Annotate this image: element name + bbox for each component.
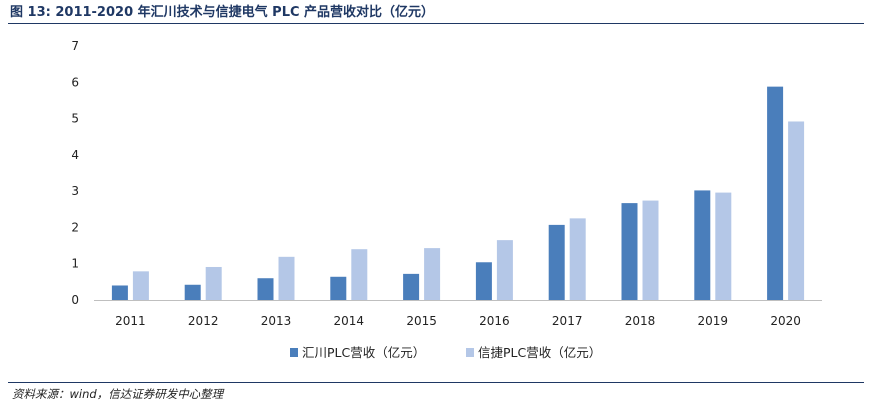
x-tick-label: 2020 <box>770 314 801 328</box>
bar-huichuan-2014 <box>330 276 347 300</box>
figure-label: 图 13: <box>10 5 51 20</box>
legend-label: 信捷PLC营收（亿元） <box>478 345 601 360</box>
source-note: 资料来源：wind，信达证券研发中心整理 <box>12 387 224 401</box>
bar-xinjie-2019 <box>715 192 732 300</box>
footer-rule <box>8 382 864 383</box>
chart-title: 图 13: 2011-2020 年汇川技术与信捷电气 PLC 产品营收对比（亿元… <box>10 3 434 23</box>
x-axis: 2011 2012 2013 2014 2015 2016 2017 2018 2019 2020 <box>115 314 801 328</box>
bar-huichuan-2011 <box>111 285 128 300</box>
bar-huichuan-2017 <box>548 224 565 300</box>
y-tick-label: 0 <box>71 293 79 307</box>
bar-xinjie-2015 <box>424 248 441 300</box>
x-tick-label: 2011 <box>115 314 146 328</box>
x-tick-label: 2018 <box>625 314 656 328</box>
x-tick-label: 2017 <box>552 314 583 328</box>
x-tick-label: 2016 <box>479 314 510 328</box>
x-tick-label: 2013 <box>261 314 292 328</box>
y-tick-label: 5 <box>71 112 79 126</box>
y-tick-label: 4 <box>71 148 79 162</box>
x-tick-label: 2019 <box>698 314 729 328</box>
bar-xinjie-2011 <box>132 271 149 300</box>
bar-huichuan-2013 <box>257 278 274 300</box>
legend: 汇川PLC营收（亿元） 信捷PLC营收（亿元） <box>290 345 601 360</box>
bar-xinjie-2018 <box>642 200 659 300</box>
y-tick-label: 2 <box>71 220 79 234</box>
legend-swatch <box>290 348 298 357</box>
title-rule <box>8 23 864 24</box>
bar-xinjie-2013 <box>278 256 295 300</box>
y-tick-label: 3 <box>71 184 79 198</box>
y-axis: 0 1 2 3 4 5 6 7 <box>71 39 79 307</box>
y-tick-label: 1 <box>71 257 79 271</box>
x-tick-label: 2015 <box>406 314 437 328</box>
figure-title: 2011-2020 年汇川技术与信捷电气 PLC 产品营收对比（亿元） <box>55 5 435 20</box>
legend-label: 汇川PLC营收（亿元） <box>302 345 425 360</box>
bar-huichuan-2018 <box>621 203 638 300</box>
bar-xinjie-2012 <box>205 266 222 300</box>
bar-huichuan-2016 <box>475 262 492 300</box>
bar-huichuan-2020 <box>767 86 784 300</box>
y-tick-label: 6 <box>71 75 79 89</box>
y-tick-label: 7 <box>71 39 79 53</box>
bar-huichuan-2012 <box>184 284 201 300</box>
bar-xinjie-2017 <box>569 218 586 300</box>
bar-xinjie-2020 <box>788 121 805 300</box>
bar-huichuan-2015 <box>403 273 420 300</box>
bar-xinjie-2014 <box>351 249 368 300</box>
bar-huichuan-2019 <box>694 190 711 300</box>
bar-group <box>111 86 805 300</box>
x-tick-label: 2014 <box>334 314 365 328</box>
x-tick-label: 2012 <box>188 314 219 328</box>
legend-swatch <box>466 348 474 357</box>
bar-xinjie-2016 <box>496 240 513 300</box>
